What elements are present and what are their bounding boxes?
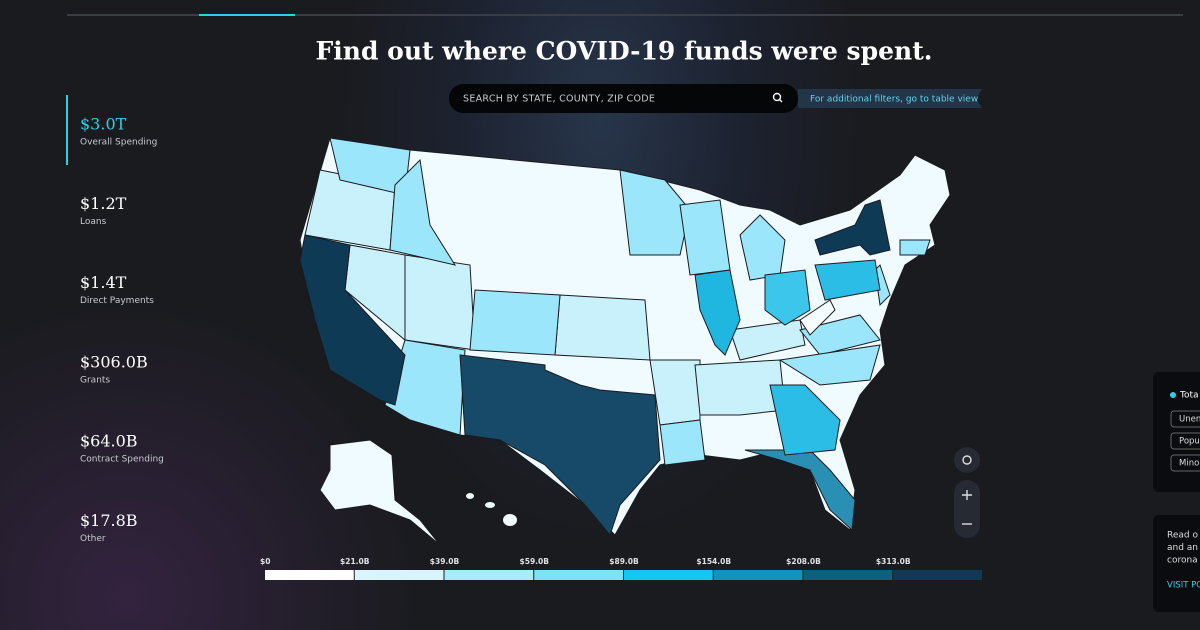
stat-label: Contract Spending — [80, 455, 164, 465]
state — [619, 169, 691, 256]
state — [469, 289, 561, 356]
panel-link[interactable]: VISIT PO — [1167, 581, 1200, 591]
state — [694, 269, 741, 356]
hawaii — [466, 493, 474, 499]
hawaii — [503, 514, 517, 526]
state — [814, 199, 891, 256]
legend-swatch — [713, 570, 803, 580]
zoom-in[interactable] — [962, 490, 972, 500]
filters-link[interactable]: For additional filters, go to table view — [810, 95, 978, 105]
map-controls — [954, 447, 980, 538]
page-title: Find out where COVID-19 funds were spent… — [316, 37, 933, 66]
option-label: Popu — [1179, 437, 1200, 447]
search-box[interactable] — [449, 84, 798, 113]
filters-ribbon — [798, 89, 982, 108]
state — [799, 299, 836, 336]
state — [554, 294, 651, 361]
state — [729, 319, 806, 361]
legend-swatch — [265, 570, 354, 580]
legend-label: $59.0B — [520, 557, 550, 566]
legend-swatch — [444, 570, 534, 580]
stat-label: Direct Payments — [80, 296, 154, 306]
state — [404, 254, 476, 351]
stat-label: Other — [80, 534, 106, 544]
state — [459, 354, 661, 537]
option-chip[interactable] — [1170, 432, 1200, 450]
legend-label: $0 — [260, 557, 270, 566]
legend-label: $313.0B — [876, 557, 911, 566]
stat-value[interactable]: $1.2T — [80, 194, 127, 213]
panel-text: corona — [1167, 556, 1198, 566]
panel-card — [1153, 372, 1200, 492]
stat-value[interactable]: $306.0B — [80, 352, 148, 371]
reset-icon — [962, 455, 972, 465]
option-chip[interactable] — [1170, 454, 1200, 472]
legend-label: $154.0B — [696, 557, 731, 566]
stat-value[interactable]: $3.0T — [80, 115, 127, 134]
stat-value[interactable]: $1.4T — [80, 273, 127, 292]
state — [389, 158, 457, 266]
stat-value[interactable]: $64.0B — [80, 432, 138, 451]
state — [694, 359, 786, 416]
zoom-control — [954, 480, 980, 538]
search-icon[interactable] — [772, 92, 782, 102]
stat-label: Grants — [80, 375, 110, 385]
legend-swatch — [803, 570, 893, 580]
panel-title: Tota — [1179, 391, 1199, 401]
option-chip[interactable] — [1170, 410, 1200, 428]
state — [769, 384, 841, 456]
legend-swatch — [624, 570, 713, 580]
state — [659, 419, 706, 466]
state — [778, 344, 881, 386]
state — [319, 439, 441, 546]
state — [299, 234, 406, 406]
stat-label: Loans — [80, 217, 107, 227]
state — [739, 214, 786, 281]
option-label: Mino — [1179, 459, 1199, 469]
legend-swatch — [534, 570, 623, 580]
stat-label: Overall Spending — [80, 138, 157, 148]
legend-label: $39.0B — [430, 557, 460, 566]
legend-dot — [1170, 392, 1176, 398]
legend-label: $21.0B — [340, 557, 370, 566]
legend-swatch — [354, 570, 444, 580]
reset-button[interactable] — [954, 447, 980, 473]
panel-text: and an — [1167, 543, 1198, 553]
legend-label: $89.0B — [609, 557, 639, 566]
legend-swatch — [893, 570, 982, 580]
legend-label: $208.0B — [786, 557, 821, 566]
state — [764, 269, 811, 326]
state — [899, 239, 931, 256]
map — [299, 137, 951, 546]
state — [744, 449, 856, 532]
stat-value[interactable]: $17.8B — [80, 511, 138, 530]
hawaii — [485, 502, 495, 508]
state — [814, 259, 881, 301]
option-label: Unen — [1179, 415, 1200, 425]
search-icon — [779, 99, 783, 103]
side-panel: Tota Unen Popu Mino Read o and an corona VIS… — [1153, 372, 1200, 612]
panel-text: Read o — [1167, 531, 1198, 541]
search-placeholder: SEARCH BY STATE, COUNTY, ZIP CODE — [463, 94, 655, 105]
panel-card — [1153, 515, 1200, 612]
